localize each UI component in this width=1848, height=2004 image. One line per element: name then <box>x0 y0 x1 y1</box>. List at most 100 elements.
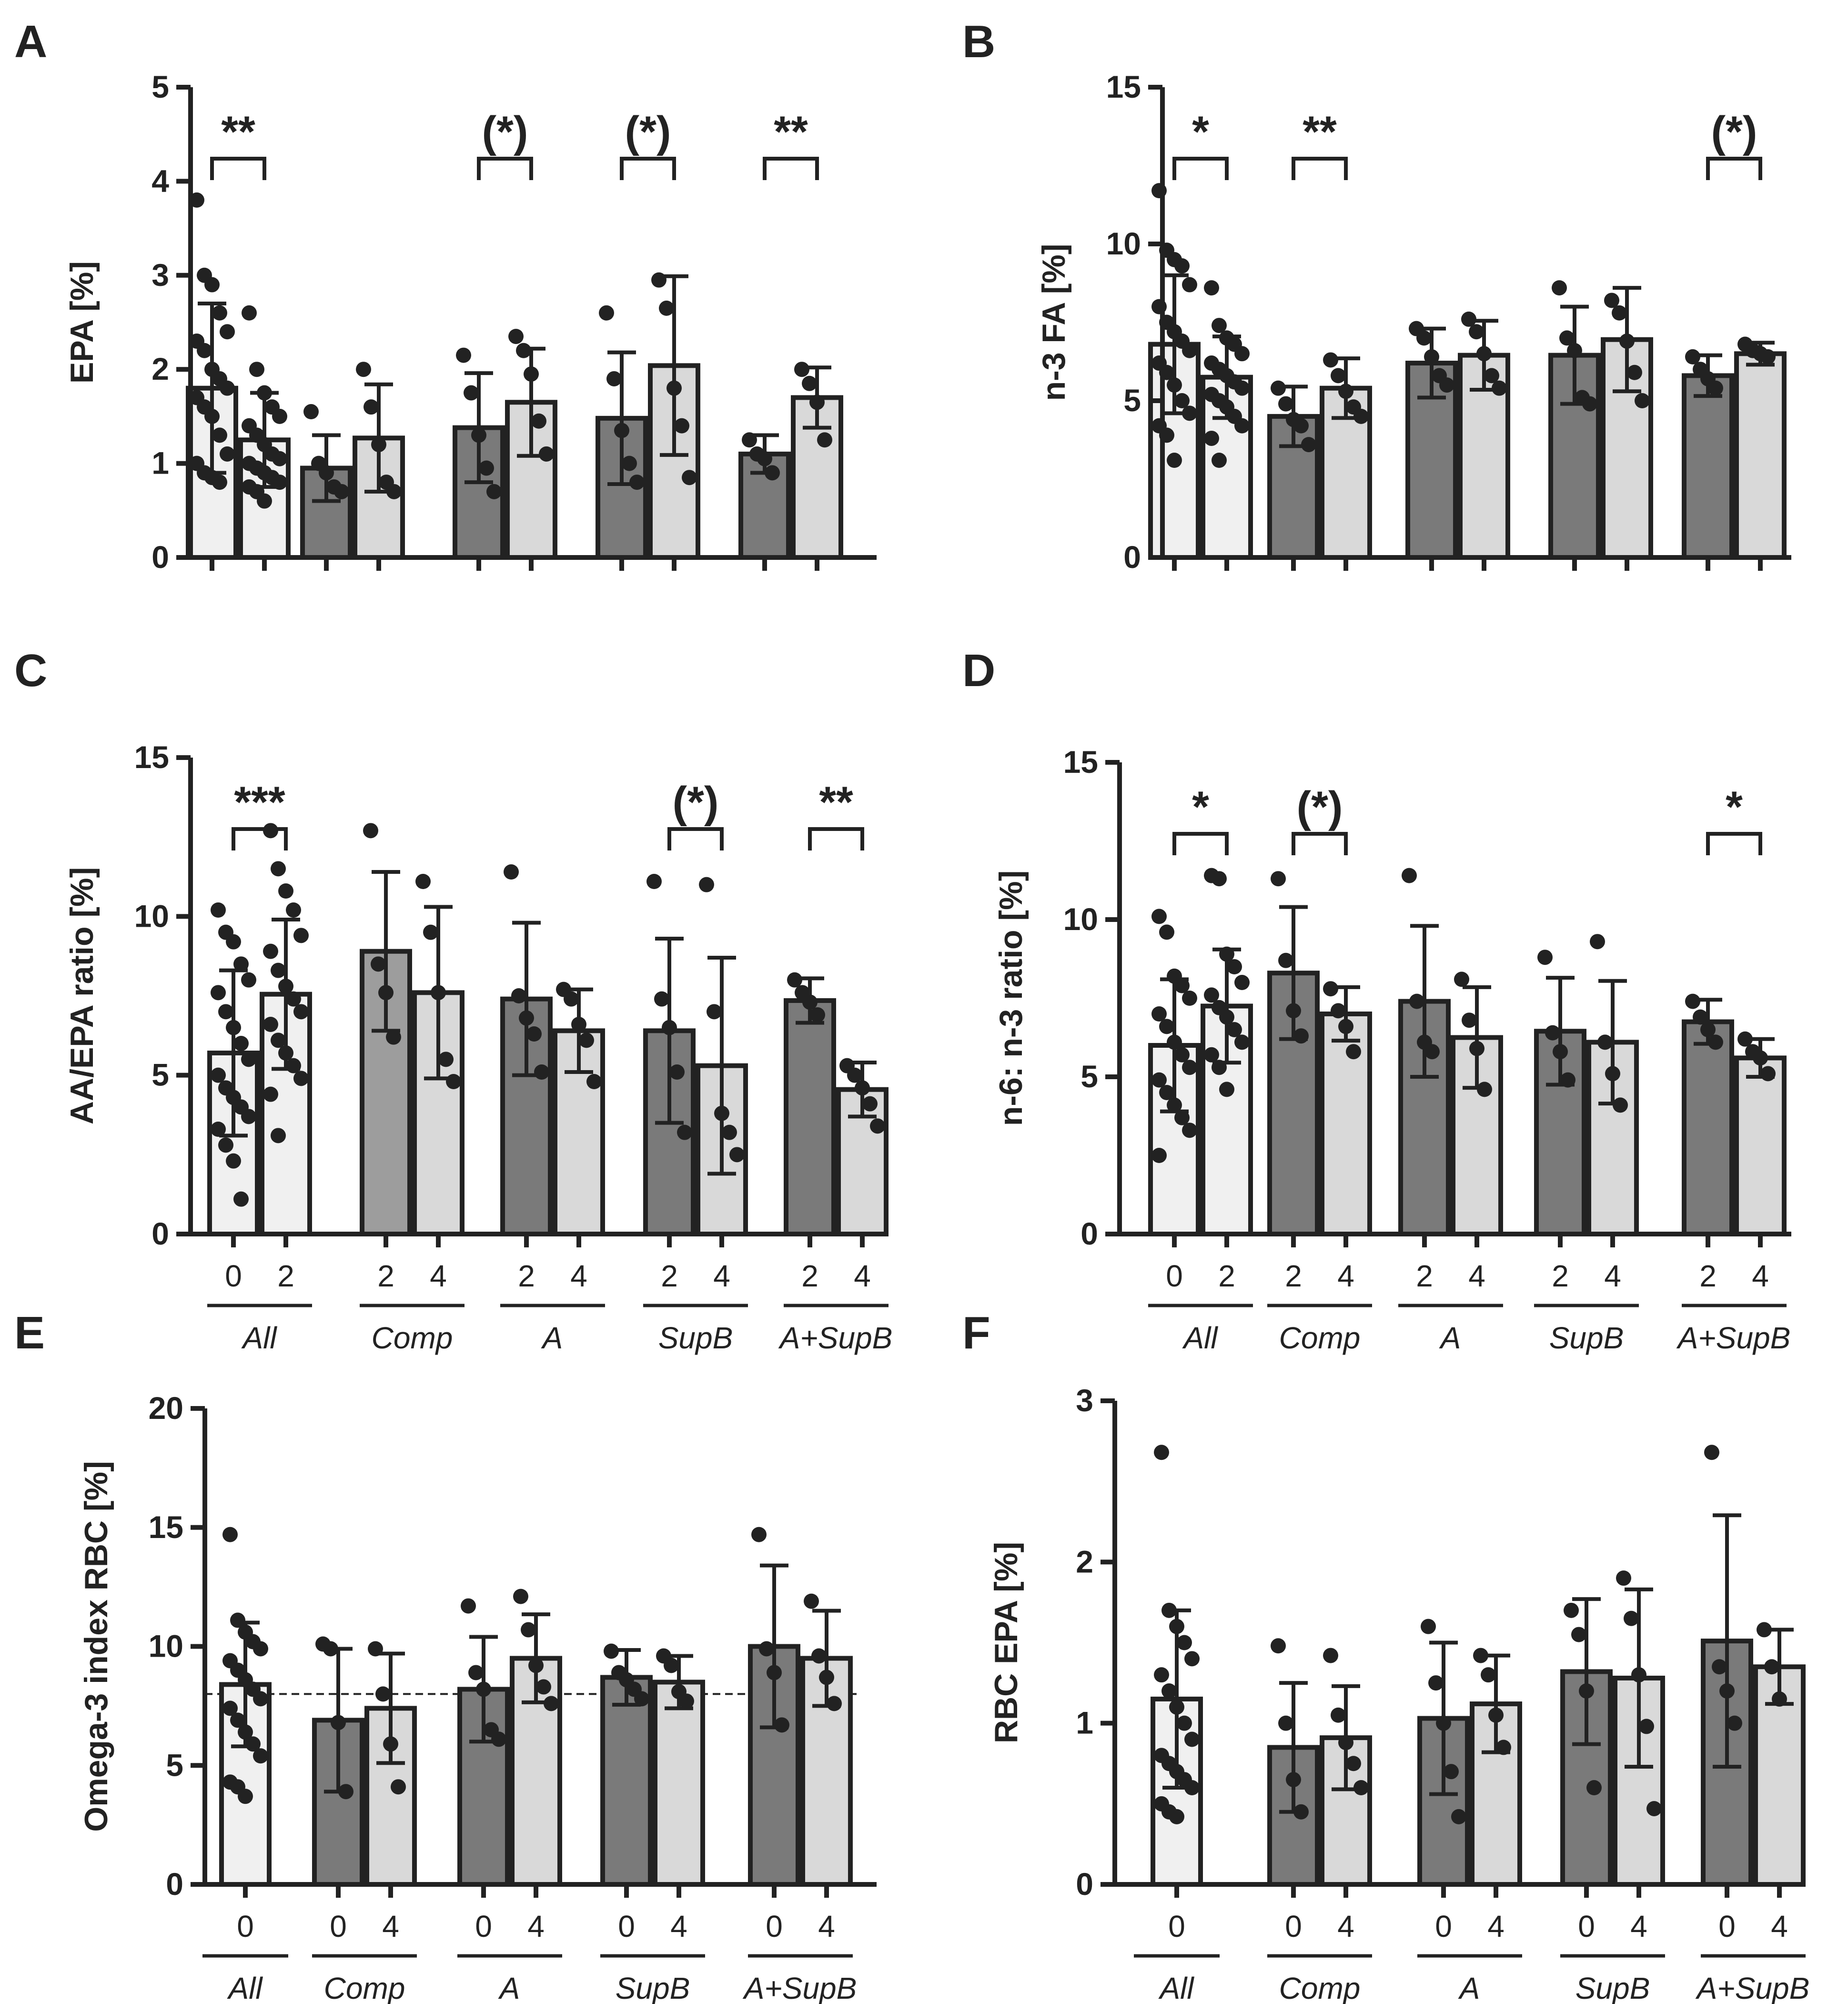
significance-label: (*) <box>625 108 671 156</box>
data-point <box>742 432 757 448</box>
data-point <box>1204 1047 1219 1063</box>
data-point <box>1234 346 1250 362</box>
data-point <box>1444 1764 1459 1780</box>
data-point <box>1293 1804 1309 1820</box>
data-point <box>1481 1667 1496 1683</box>
y-tick-label: 15 <box>134 739 169 775</box>
y-tick-label: 0 <box>1081 1216 1098 1251</box>
data-point <box>1685 349 1700 364</box>
data-point <box>212 427 227 443</box>
data-point <box>1476 346 1492 362</box>
y-axis-label: AA/EPA ratio [%] <box>64 867 100 1124</box>
data-point <box>415 874 431 889</box>
data-point <box>456 347 471 363</box>
x-tick-label: 4 <box>713 1259 730 1293</box>
data-point <box>1182 405 1197 421</box>
group-label: All <box>226 1971 263 2004</box>
y-tick-label: 3 <box>151 257 169 293</box>
data-point <box>363 823 378 839</box>
data-point <box>211 902 226 918</box>
data-point <box>257 493 272 509</box>
data-point <box>233 1191 249 1207</box>
group-label: A+SupB <box>778 1321 893 1355</box>
data-point <box>1639 1719 1654 1734</box>
data-point <box>1184 1731 1200 1747</box>
group-label: SupB <box>658 1321 733 1355</box>
data-point <box>1757 1622 1772 1638</box>
data-point <box>1167 377 1182 393</box>
data-point <box>1174 393 1190 408</box>
data-point <box>1323 352 1338 368</box>
group-label: All <box>241 1321 277 1355</box>
data-point <box>1627 364 1642 380</box>
y-tick-label: 10 <box>134 898 169 933</box>
data-point <box>1169 1619 1184 1634</box>
data-point <box>1760 1066 1776 1082</box>
data-point <box>599 305 614 321</box>
data-point <box>524 366 539 382</box>
data-point <box>286 991 301 1007</box>
bar <box>1320 1012 1372 1236</box>
data-point <box>1492 380 1507 396</box>
data-point <box>802 994 818 1010</box>
data-point <box>1353 1780 1369 1795</box>
data-point <box>371 437 386 453</box>
x-tick-label: 0 <box>330 1909 347 1943</box>
bar <box>648 363 700 560</box>
data-point <box>1451 1809 1466 1824</box>
data-point <box>1346 1044 1361 1060</box>
x-tick-label: 0 <box>1578 1909 1595 1943</box>
group-label: A+SupB <box>1695 1971 1810 2004</box>
data-point <box>241 1052 256 1067</box>
significance-bracket <box>1292 157 1348 180</box>
data-point <box>1331 1707 1346 1723</box>
data-point <box>504 864 519 880</box>
x-tick-label: 4 <box>1337 1259 1354 1293</box>
data-point <box>1353 408 1369 424</box>
data-point <box>571 1017 586 1032</box>
x-tick-label: 4 <box>1630 1909 1647 1943</box>
data-point <box>204 277 220 293</box>
bar <box>1682 373 1734 560</box>
data-point <box>1704 1445 1719 1460</box>
significance-label: * <box>1192 108 1209 156</box>
group-label: A+SupB <box>1676 1321 1791 1355</box>
y-axis-label: Omega-3 index RBC [%] <box>78 1461 114 1832</box>
data-point <box>774 1717 789 1733</box>
data-point <box>1293 418 1309 434</box>
data-point <box>1484 368 1499 384</box>
data-point <box>293 1004 309 1020</box>
data-point <box>1416 330 1432 346</box>
group-label: SupB <box>616 1971 690 2004</box>
y-tick-label: 20 <box>149 1390 183 1426</box>
data-point <box>278 1045 293 1061</box>
data-point <box>204 408 220 424</box>
data-point <box>338 1784 353 1800</box>
panel-letter: A <box>14 16 47 67</box>
data-point <box>1212 318 1227 334</box>
data-point <box>479 460 494 476</box>
panel-letter: D <box>962 645 995 696</box>
data-point <box>323 1641 338 1657</box>
data-point <box>1488 1707 1504 1723</box>
data-point <box>1174 1047 1190 1063</box>
data-point <box>1159 1085 1174 1100</box>
data-point <box>1219 1009 1234 1025</box>
data-point <box>1331 368 1346 384</box>
x-tick-label: 2 <box>377 1259 394 1293</box>
data-point <box>331 1715 346 1731</box>
data-point <box>722 1124 737 1140</box>
x-tick-label: 2 <box>1218 1259 1235 1293</box>
data-point <box>1212 453 1227 468</box>
data-point <box>526 1026 542 1042</box>
data-point <box>1439 377 1454 393</box>
data-point <box>1462 1012 1477 1028</box>
group-label: Comp <box>1279 1971 1361 2004</box>
data-point <box>1174 258 1190 274</box>
data-point <box>375 1686 391 1702</box>
data-point <box>1161 1683 1177 1699</box>
data-point <box>1169 1809 1184 1824</box>
data-point <box>1184 1780 1200 1795</box>
data-point <box>263 1017 278 1032</box>
